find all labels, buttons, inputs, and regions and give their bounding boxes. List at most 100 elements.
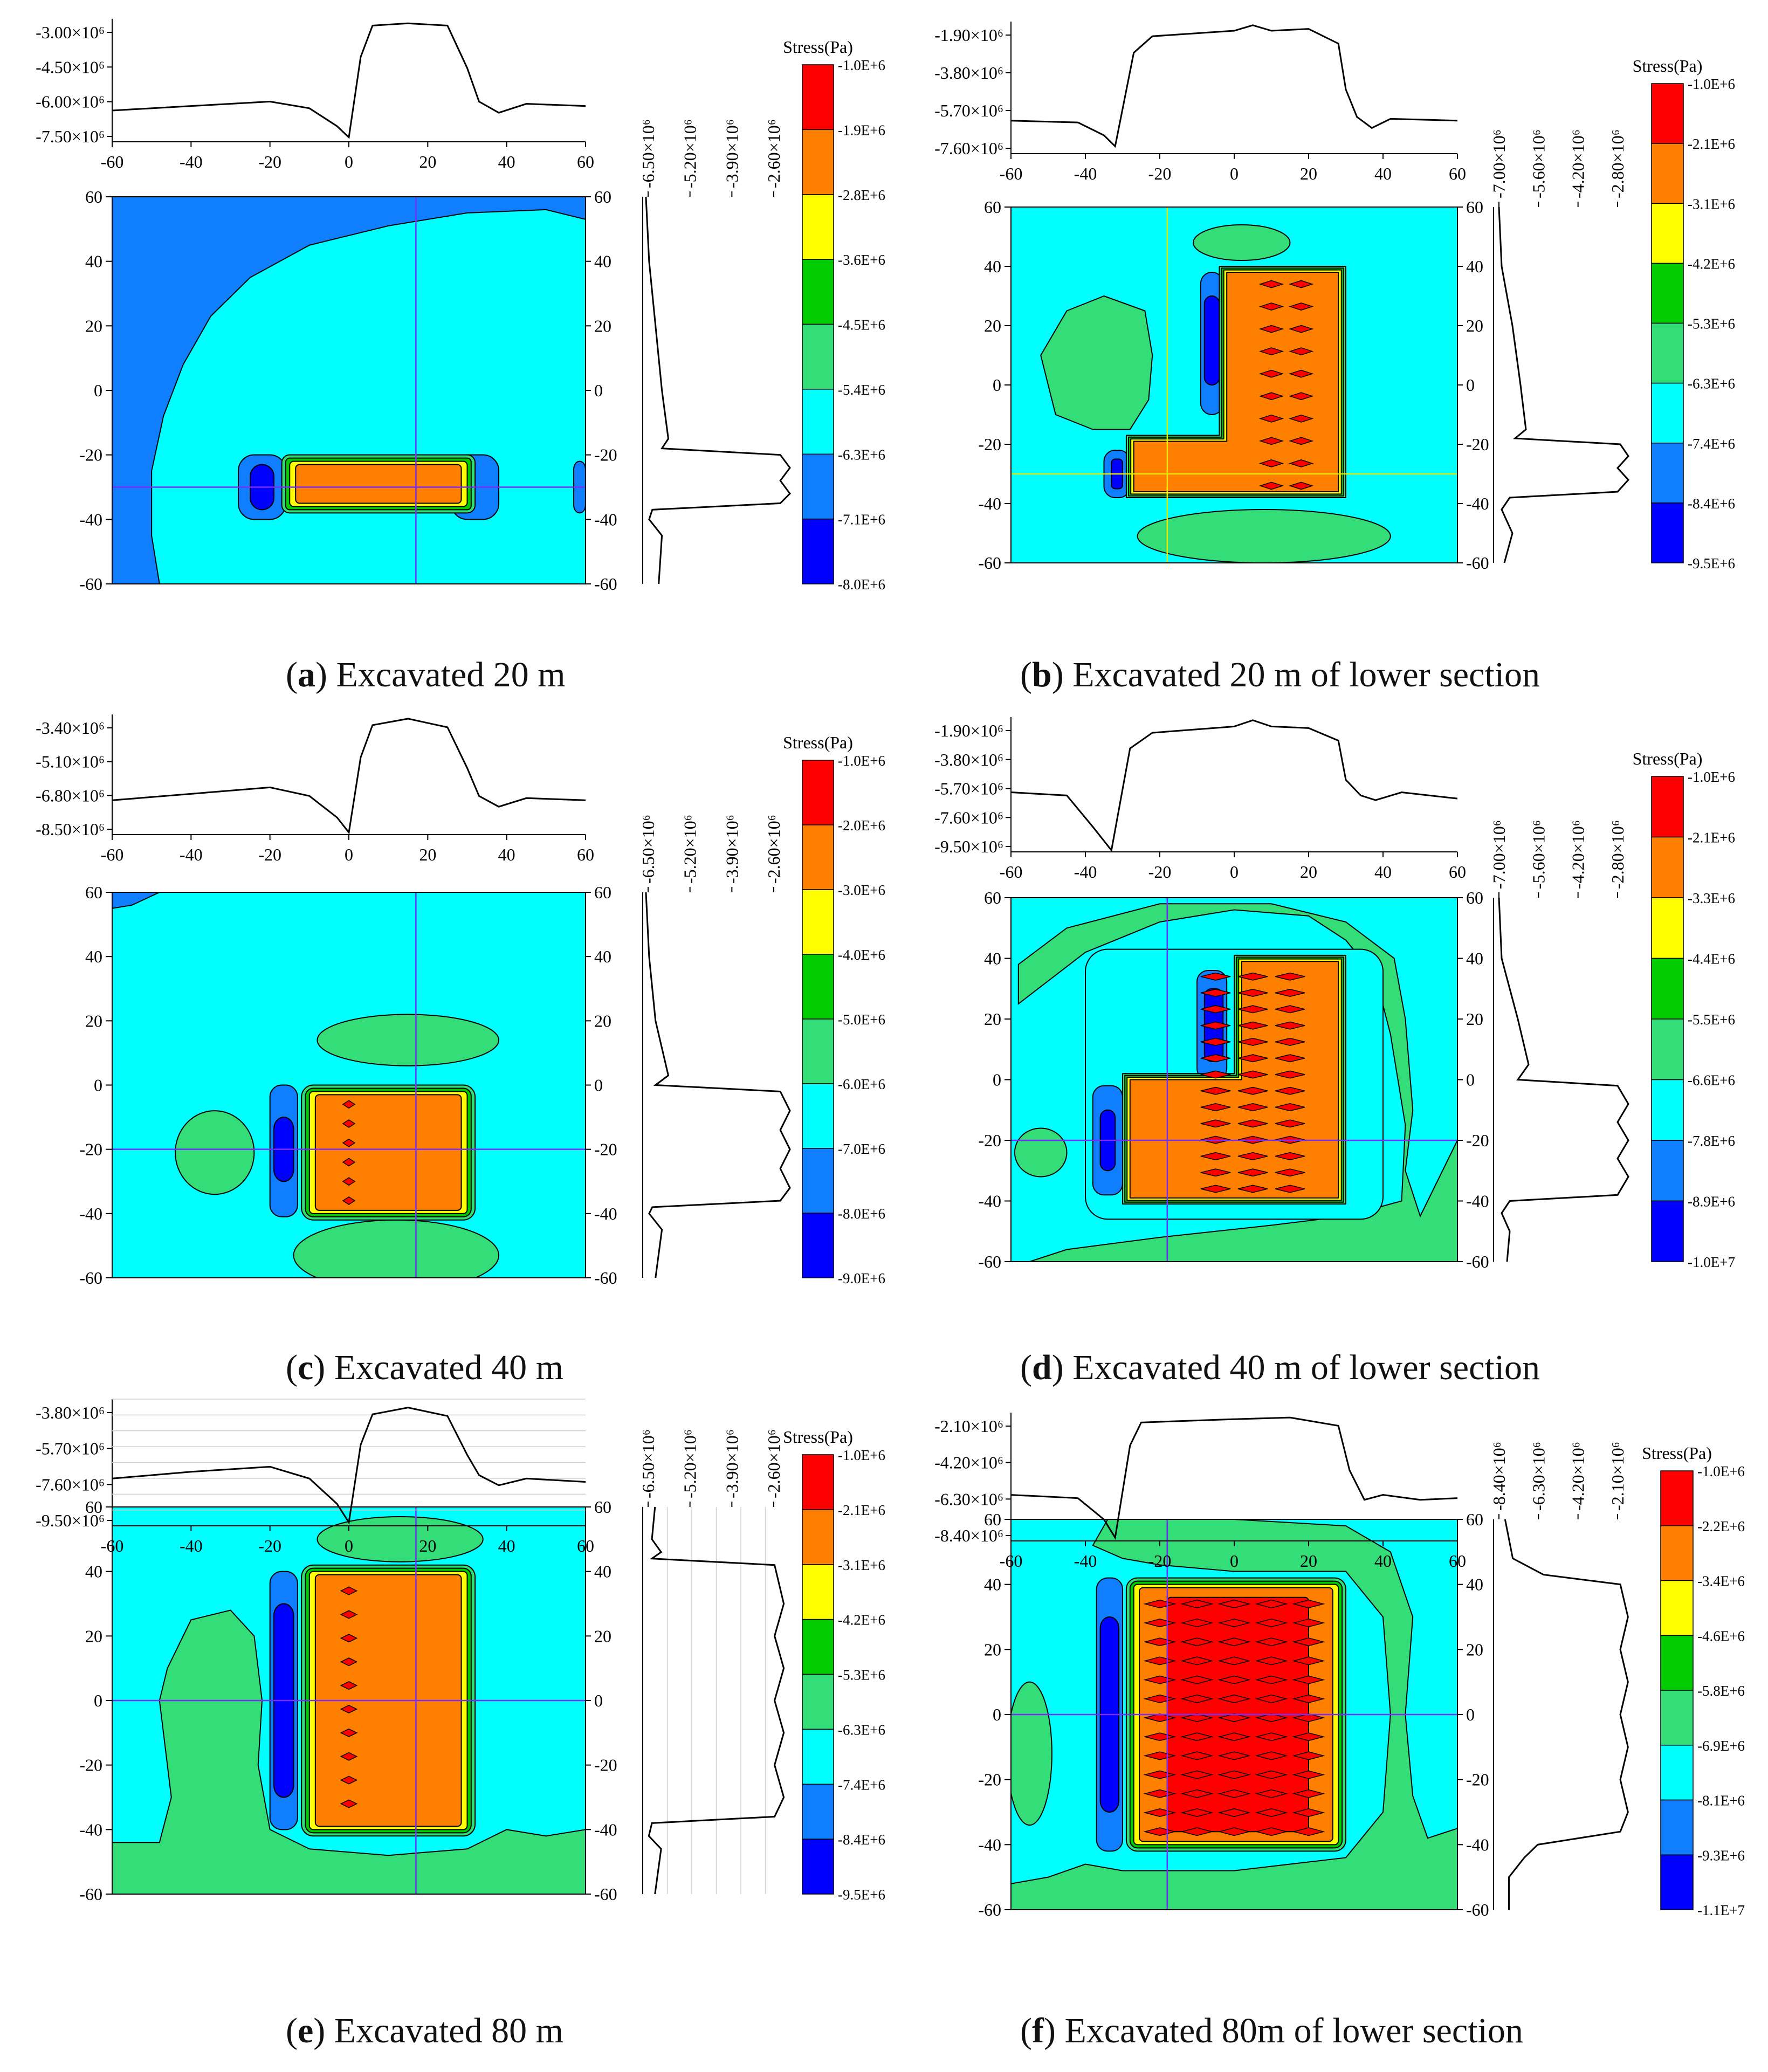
stress-spike [1275,1152,1305,1160]
stress-spike [340,1681,358,1690]
stress-spike [1237,1103,1268,1112]
map-y-tick-left: -40 [79,510,102,529]
map-y-tick-left: 60 [984,197,1001,217]
top-x-tick: -40 [180,845,203,864]
stress-spike [1217,1770,1251,1779]
stress-spike [1143,1789,1177,1798]
map-y-tick-left: -40 [79,1820,102,1839]
top-x-tick: -40 [180,152,203,171]
stress-spike [1292,1599,1325,1608]
panel-caption-text: Excavated 20 m [336,655,566,694]
colorbar-swatch [1651,1200,1684,1262]
map-y-tick-left: -40 [79,1204,102,1223]
stress-spike [1292,1732,1325,1741]
top-y-tick: -9.50×10⁶ [934,837,1003,856]
contour-region [112,197,586,584]
stress-spike [1292,1827,1325,1836]
colorbar-label: -9.5E+6 [1688,555,1735,572]
panel-caption-text: Excavated 80 m [334,2011,563,2050]
contour-region [175,1110,255,1195]
stress-spike [1289,325,1314,333]
stress-spike [1143,1770,1177,1779]
colorbar-swatch [1660,1854,1694,1910]
map-y-tick-right: -40 [1466,1192,1489,1211]
colorbar-label: -2.0E+6 [838,817,885,834]
colorbar-swatch [802,1148,834,1214]
stress-spike [1200,1168,1231,1177]
stress-spike [1237,1054,1268,1063]
stress-spike [1200,989,1231,997]
contour-region [1137,509,1391,563]
contour-region [317,1014,500,1066]
colorbar-swatch [802,518,834,584]
map-y-tick-left: -60 [978,1252,1001,1271]
top-x-tick: -60 [101,1536,124,1555]
stress-spike [1275,1037,1305,1046]
stress-spike [1258,392,1284,401]
stress-spike [1258,280,1284,288]
top-x-tick: 40 [1374,1551,1392,1571]
stress-spike [1255,1751,1288,1760]
colorbar-label: -3.0E+6 [838,882,885,898]
colorbar-swatch [802,1018,834,1084]
side-x-tick: -2.80×10⁶ [1608,129,1627,198]
top-y-tick: -8.50×10⁶ [36,820,105,839]
map-y-tick-left: -20 [79,445,102,465]
stress-spike [1180,1808,1214,1818]
map-y-tick-left: 60 [85,1497,102,1517]
map-y-tick-right: 40 [594,947,611,966]
panel-letter: b [1031,655,1052,694]
top-y-tick: -3.80×10⁶ [36,1403,105,1422]
map-y-tick-right: 40 [594,252,611,271]
stress-spike [1180,1694,1214,1703]
stress-spike [1275,1185,1305,1193]
stress-spike [340,1728,358,1737]
stress-spike [1289,459,1314,467]
contour-region [1014,1127,1068,1178]
map-y-tick-right: 0 [594,381,603,400]
map-y-tick-right: 20 [594,1626,611,1646]
stress-spike [1200,1119,1231,1128]
map-y-tick-right: -60 [594,1268,617,1288]
stress-spike [1255,1694,1288,1703]
stress-spike [1255,1637,1288,1647]
map-y-tick-right: -40 [594,1820,617,1839]
stress-spike [1292,1619,1325,1628]
stress-spike [1289,481,1314,490]
colorbar-swatch [802,889,834,955]
stress-spike [340,1610,358,1619]
colorbar-title: Stress(Pa) [783,733,853,752]
map-y-tick-left: 60 [984,888,1001,907]
stress-spike [1237,1021,1268,1030]
panel-letter: c [297,1348,314,1387]
side-x-tick: -5.60×10⁶ [1529,820,1548,889]
map-y-tick-right: -20 [1466,1131,1489,1150]
map-y-tick-left: -60 [79,574,102,594]
side-x-tick: -7.00×10⁶ [1489,129,1509,198]
stress-spike [1255,1656,1288,1665]
colorbar-swatch [1660,1470,1694,1526]
colorbar-swatch [802,1564,834,1620]
side-x-tick: -2.60×10⁶ [764,1429,783,1498]
colorbar-label: -7.4E+6 [838,1777,885,1793]
stress-spike [1275,1054,1305,1063]
side-x-tick: -2.60×10⁶ [764,815,783,884]
side-x-tick: -3.90×10⁶ [722,815,741,884]
contour-region [1040,295,1153,430]
panel-caption: (d) Excavated 40 m of lower section [1020,1348,1540,1387]
colorbar-swatch [802,824,834,890]
stress-spike [1289,392,1314,401]
top-x-tick: 20 [419,152,436,171]
contour-map [112,197,586,584]
colorbar-label: -4.2E+6 [838,1612,885,1628]
stress-spike [1255,1619,1288,1628]
top-profile-curve [1010,24,1458,148]
stress-spike [1180,1675,1214,1684]
colorbar-swatch [802,1619,834,1675]
map-y-tick-left: 40 [85,252,102,271]
top-y-tick: -5.10×10⁶ [36,752,105,772]
colorbar-label: -4.6E+6 [1697,1628,1745,1644]
top-x-tick: 0 [1230,862,1239,882]
top-x-tick: 20 [1300,164,1317,183]
panel-letter: f [1031,2011,1044,2050]
